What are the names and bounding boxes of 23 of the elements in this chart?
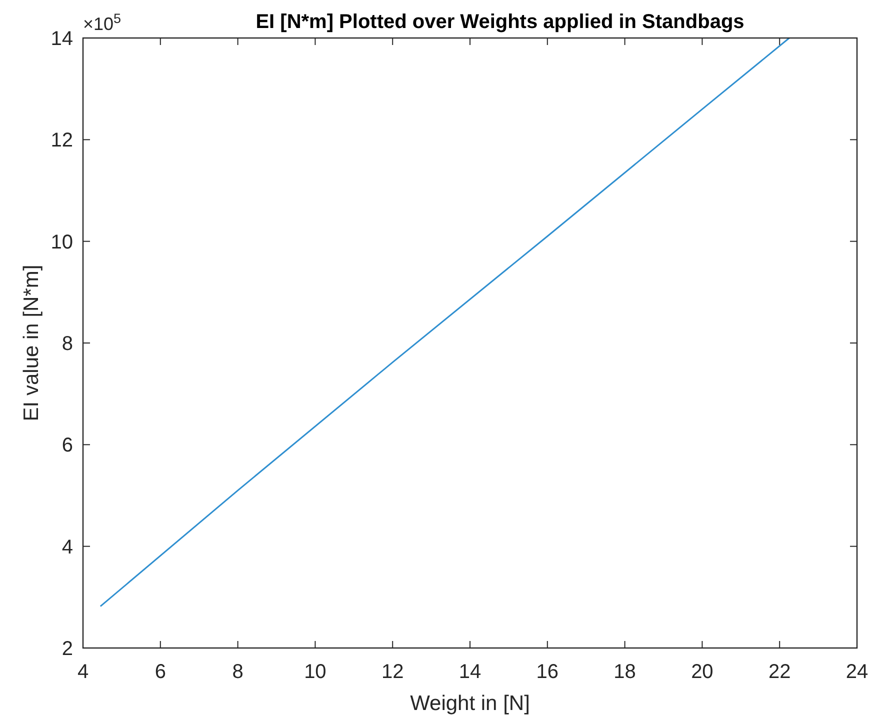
y-axis-title: EI value in [N*m] <box>20 264 43 422</box>
x-tick-label: 10 <box>304 661 326 683</box>
y-tick-label: 4 <box>62 536 73 558</box>
x-tick-label: 18 <box>614 661 636 683</box>
y-tick-label: 12 <box>50 130 73 152</box>
x-tick-label: 12 <box>381 661 404 683</box>
y-tick-label: 2 <box>62 638 73 660</box>
y-tick-label: 6 <box>62 434 73 457</box>
x-tick-label: 6 <box>154 661 166 683</box>
y-tick-label: 10 <box>50 231 73 254</box>
y-tick-label: 8 <box>62 333 73 355</box>
x-tick-label: 22 <box>768 661 791 683</box>
chart-title: EI [N*m] Plotted over Weights applied in Standbags <box>256 11 744 33</box>
x-tick-label: 24 <box>846 661 868 683</box>
x-tick-label: 14 <box>458 661 482 683</box>
line-series <box>100 37 790 608</box>
x-tick-label: 20 <box>691 661 714 683</box>
text: ×10$^{5}$ <box>83 10 122 34</box>
x-tick-label: 4 <box>77 661 89 683</box>
x-axis-title: Weight in [N] <box>410 692 530 715</box>
x-tick-label: 8 <box>232 661 244 683</box>
x-tick-label: 16 <box>536 661 559 683</box>
y-tick-label: 14 <box>50 28 73 50</box>
